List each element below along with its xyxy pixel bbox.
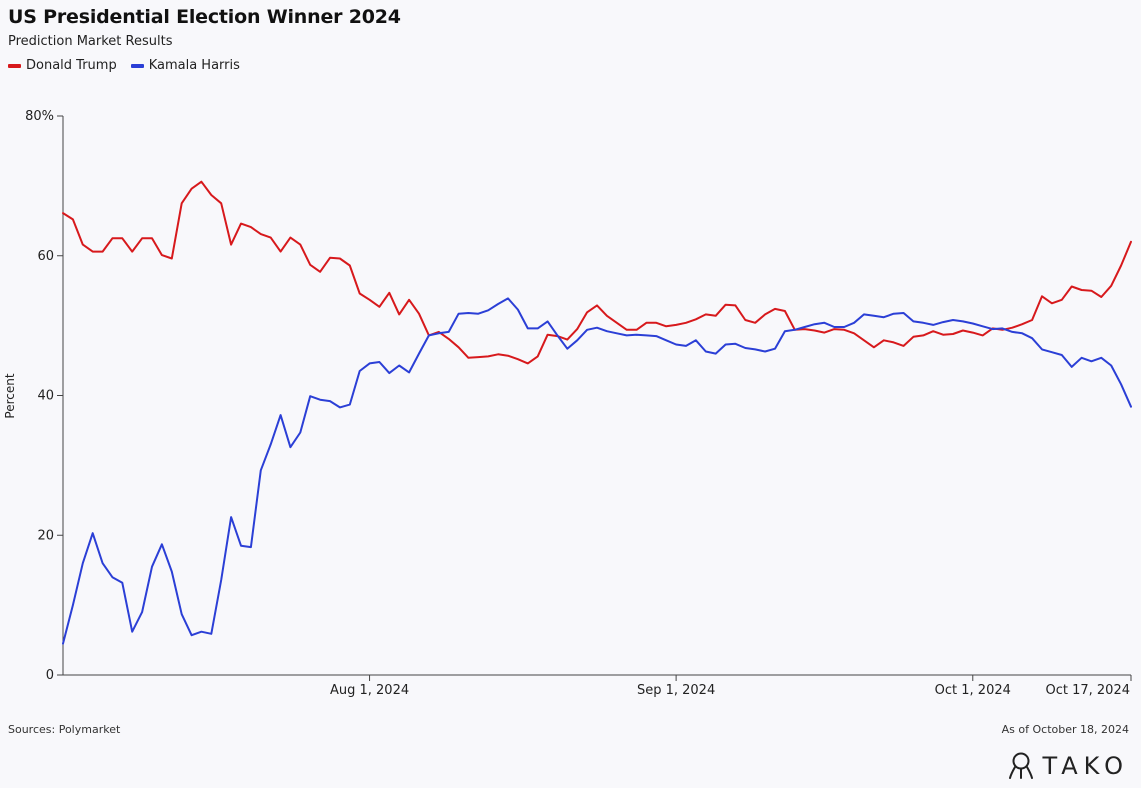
x-tick-label: Sep 1, 2024 [637, 683, 715, 698]
chart-legend: Donald Trump Kamala Harris [8, 58, 240, 73]
y-tick-label: 40 [37, 389, 54, 404]
series-line-trump[interactable] [62, 180, 1132, 365]
legend-label-harris: Kamala Harris [148, 58, 240, 73]
x-tick-label: Oct 1, 2024 [935, 683, 1011, 698]
legend-item-trump[interactable]: Donald Trump [8, 58, 117, 73]
chart-series [62, 180, 1132, 645]
sources-note: Sources: Polymarket [8, 723, 121, 736]
y-tick-label: 60 [37, 249, 54, 264]
y-axis-label: Percent [3, 373, 17, 418]
x-tick-label: Aug 1, 2024 [330, 683, 409, 698]
line-chart: 0 20 40 60 80% Aug 1, 2024 Sep 1, 2024 Oct 1, 2… [3, 109, 1132, 698]
legend-label-trump: Donald Trump [26, 58, 117, 73]
x-tick-label: Oct 17, 2024 [1046, 683, 1131, 698]
series-line-harris[interactable] [62, 297, 1132, 645]
brand-name: TAKO [1042, 752, 1129, 780]
chart-axes: 0 20 40 60 80% Aug 1, 2024 Sep 1, 2024 Oct 1, 2… [25, 109, 1132, 698]
chart-title: US Presidential Election Winner 2024 [8, 6, 401, 28]
legend-item-harris[interactable]: Kamala Harris [130, 58, 240, 73]
as-of-note: As of October 18, 2024 [1001, 723, 1129, 736]
tako-octopus-icon [1009, 752, 1034, 779]
legend-swatch-trump [8, 63, 21, 68]
brand-logo: TAKO [1008, 752, 1129, 780]
y-tick-label: 20 [37, 528, 54, 543]
chart-subtitle: Prediction Market Results [8, 34, 173, 49]
y-tick-label: 0 [46, 668, 54, 683]
legend-swatch-harris [130, 63, 144, 68]
y-tick-label: 80% [25, 109, 54, 124]
